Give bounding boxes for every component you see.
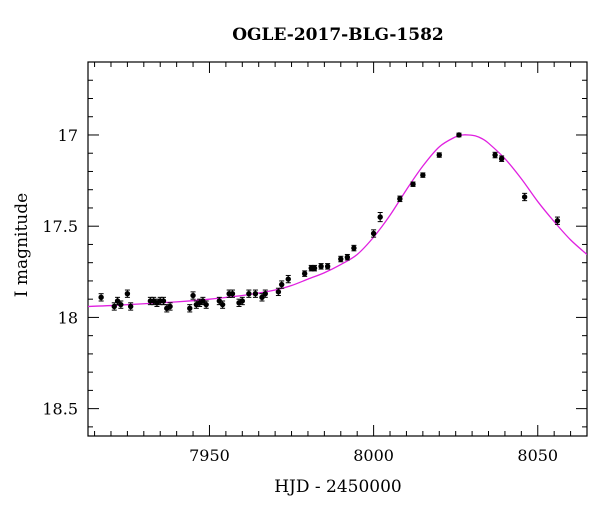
data-point (324, 263, 331, 270)
point-marker (127, 303, 134, 310)
point-marker (278, 281, 285, 288)
data-point (338, 255, 344, 263)
data-point (351, 244, 357, 252)
point-marker (324, 263, 331, 270)
point-marker (160, 298, 167, 304)
point-marker (285, 276, 291, 282)
point-marker (246, 290, 252, 297)
point-marker (124, 290, 131, 297)
point-marker (410, 181, 416, 187)
point-marker (370, 230, 377, 237)
point-marker (190, 292, 196, 299)
point-marker (344, 254, 351, 260)
data-point (203, 300, 209, 309)
data-point (275, 287, 282, 297)
point-marker (498, 155, 505, 162)
y-tick-label: 18.5 (42, 400, 78, 419)
chart-title: OGLE-2017-BLG-1582 (232, 25, 444, 45)
plot-area: 7950 8000 8050 17 17.5 18 18.5 (42, 61, 588, 465)
point-marker (216, 298, 223, 304)
data-point (377, 212, 383, 223)
point-marker (275, 289, 282, 295)
point-marker (338, 256, 344, 262)
point-marker (397, 196, 403, 202)
x-tick-label: 8050 (517, 446, 558, 465)
point-marker (229, 290, 236, 297)
data-point (187, 304, 193, 313)
point-marker (521, 194, 528, 200)
data-point (521, 192, 528, 202)
point-marker (436, 152, 442, 158)
data-point (118, 300, 124, 309)
point-marker (252, 290, 259, 297)
data-point (160, 296, 167, 306)
axis-ticks (88, 61, 588, 436)
data-point (127, 302, 134, 311)
data-point (492, 151, 498, 159)
data-point (344, 253, 351, 261)
data-point (246, 289, 252, 298)
data-point (124, 289, 131, 298)
x-axis-label: HJD - 2450000 (274, 477, 402, 497)
point-marker (114, 298, 121, 304)
point-marker (456, 132, 462, 138)
point-marker (200, 298, 206, 304)
point-marker (311, 265, 318, 271)
data-point (190, 291, 196, 300)
data-point (397, 195, 403, 203)
point-marker (118, 301, 124, 308)
point-marker (203, 301, 209, 308)
data-point (219, 300, 226, 309)
axis-tick-labels: 7950 8000 8050 17 17.5 18 18.5 (42, 126, 558, 465)
point-marker (98, 294, 104, 301)
data-point (239, 296, 245, 306)
point-marker (420, 172, 426, 178)
x-tick-label: 7950 (189, 446, 230, 465)
x-tick-label: 8000 (353, 446, 394, 465)
data-point (311, 264, 318, 272)
data-point (278, 280, 285, 289)
point-marker (259, 294, 265, 301)
point-marker (239, 298, 245, 304)
plot-frame (87, 61, 588, 437)
y-tick-label: 17.5 (42, 217, 78, 236)
data-point (229, 289, 236, 298)
data-point (301, 270, 308, 277)
data-point (167, 302, 173, 311)
point-marker (351, 245, 357, 251)
point-marker (301, 270, 308, 277)
data-point (420, 172, 426, 178)
data-point (200, 296, 206, 306)
point-marker (219, 301, 226, 308)
data-point (252, 289, 259, 298)
data-point (262, 289, 268, 298)
data-point (370, 229, 377, 238)
point-marker (554, 218, 561, 224)
y-axis-label: I magnitude (12, 193, 32, 297)
point-marker (167, 303, 173, 310)
data-point (498, 155, 505, 162)
data-point (98, 293, 104, 302)
point-marker (262, 290, 268, 297)
data-point (554, 216, 561, 225)
y-tick-label: 18 (58, 308, 78, 327)
data-point (456, 132, 462, 138)
data-point (285, 274, 291, 284)
data-point (436, 152, 442, 158)
data-point (410, 181, 416, 187)
point-marker (318, 263, 324, 270)
point-marker (187, 305, 193, 311)
y-tick-label: 17 (58, 126, 78, 145)
point-marker (492, 152, 498, 158)
point-marker (377, 214, 383, 220)
data-point (318, 263, 324, 270)
data-points (98, 132, 561, 313)
data-point (114, 296, 121, 306)
